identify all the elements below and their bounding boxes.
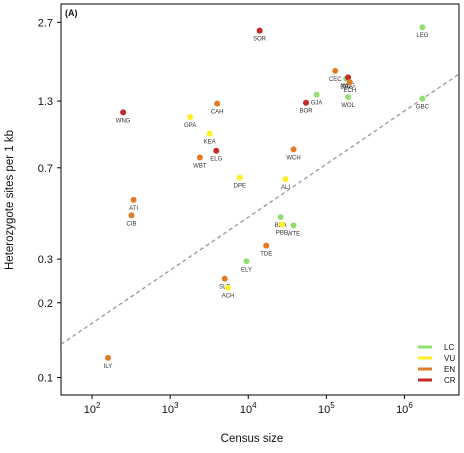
data-point bbox=[243, 258, 250, 265]
data-point bbox=[332, 67, 339, 74]
data-point bbox=[187, 114, 194, 121]
data-point bbox=[278, 221, 285, 228]
data-point bbox=[290, 146, 297, 153]
data-point bbox=[313, 91, 320, 98]
data-point bbox=[221, 275, 228, 282]
y-tick-label: 0.1 bbox=[38, 372, 53, 384]
data-point bbox=[213, 147, 220, 154]
data-point bbox=[224, 284, 231, 291]
data-point bbox=[214, 100, 221, 107]
data-point bbox=[303, 99, 310, 106]
x-tick-label: 103 bbox=[162, 401, 179, 416]
legend-label: LC bbox=[444, 343, 454, 352]
data-point bbox=[345, 74, 352, 81]
x-tick-label: 105 bbox=[318, 401, 335, 416]
x-tick-label: 104 bbox=[240, 401, 257, 416]
plot-frame bbox=[60, 3, 460, 396]
point-label: WBT bbox=[193, 164, 207, 170]
point-label: ECH bbox=[344, 88, 357, 94]
data-point bbox=[105, 354, 112, 361]
point-label: PBE bbox=[276, 231, 288, 237]
point-label: LEG bbox=[416, 33, 428, 39]
point-label: ELG bbox=[210, 157, 222, 163]
y-tick-label: 0.3 bbox=[38, 254, 53, 266]
y-tick-label: 1.3 bbox=[38, 96, 53, 108]
y-axis-title: Heterozygote sites per 1 kb bbox=[4, 130, 16, 270]
data-point bbox=[346, 79, 353, 86]
panel-label: (A) bbox=[65, 8, 78, 18]
data-point bbox=[419, 95, 426, 102]
point-label: CAH bbox=[211, 110, 224, 116]
x-axis-title: Census size bbox=[221, 433, 284, 445]
point-label: ACH bbox=[222, 294, 235, 300]
point-label: WCH bbox=[286, 155, 300, 161]
legend-label: EN bbox=[444, 365, 455, 374]
legend-label: CR bbox=[444, 376, 456, 385]
x-tick-label: 102 bbox=[84, 401, 101, 416]
data-point bbox=[277, 214, 284, 221]
y-tick-label: 0.7 bbox=[38, 163, 53, 175]
point-label: BBE bbox=[340, 85, 352, 91]
axes-layer: 102 103 104 105 106 0.1 0.2 0.3 0.7 1.3 2.7 bbox=[38, 17, 414, 416]
point-label: DPE bbox=[234, 183, 246, 189]
point-label: ILY bbox=[104, 364, 113, 370]
point-label: WTE bbox=[287, 231, 300, 237]
trend-line bbox=[60, 73, 460, 345]
point-label: SOR bbox=[253, 37, 267, 43]
point-label: ALI bbox=[281, 185, 290, 191]
data-point bbox=[419, 24, 426, 31]
point-label: GPA bbox=[184, 123, 196, 129]
point-label: GBC bbox=[416, 105, 430, 111]
y-tick-label: 2.7 bbox=[38, 17, 53, 29]
data-point bbox=[256, 27, 263, 34]
point-label: WOL bbox=[341, 103, 355, 109]
trend-line-layer bbox=[60, 73, 460, 345]
point-label: SLE bbox=[219, 285, 230, 291]
data-point bbox=[236, 174, 243, 181]
data-point bbox=[130, 196, 137, 203]
data-point bbox=[206, 130, 213, 137]
data-point bbox=[290, 222, 297, 229]
data-point bbox=[128, 212, 135, 219]
data-point bbox=[345, 94, 352, 101]
point-label: TDE bbox=[260, 252, 272, 258]
data-point bbox=[120, 109, 127, 116]
point-label: WLG bbox=[341, 83, 355, 89]
legend: LC VU EN CR bbox=[418, 343, 456, 385]
x-tick-label: 106 bbox=[396, 401, 413, 416]
data-point bbox=[263, 242, 270, 249]
point-label: GJA bbox=[311, 101, 323, 107]
y-tick-label: 0.2 bbox=[38, 298, 53, 310]
point-label: CIB bbox=[127, 221, 137, 227]
legend-label: VU bbox=[444, 354, 455, 363]
point-label: WNG bbox=[116, 118, 131, 124]
point-label: KEA bbox=[204, 140, 216, 146]
data-point bbox=[196, 154, 203, 161]
point-label: ATI bbox=[129, 206, 138, 212]
point-label: CEC bbox=[329, 77, 342, 83]
point-label: ELY bbox=[241, 267, 252, 273]
data-point bbox=[282, 176, 289, 183]
point-label: BOR bbox=[300, 109, 314, 115]
